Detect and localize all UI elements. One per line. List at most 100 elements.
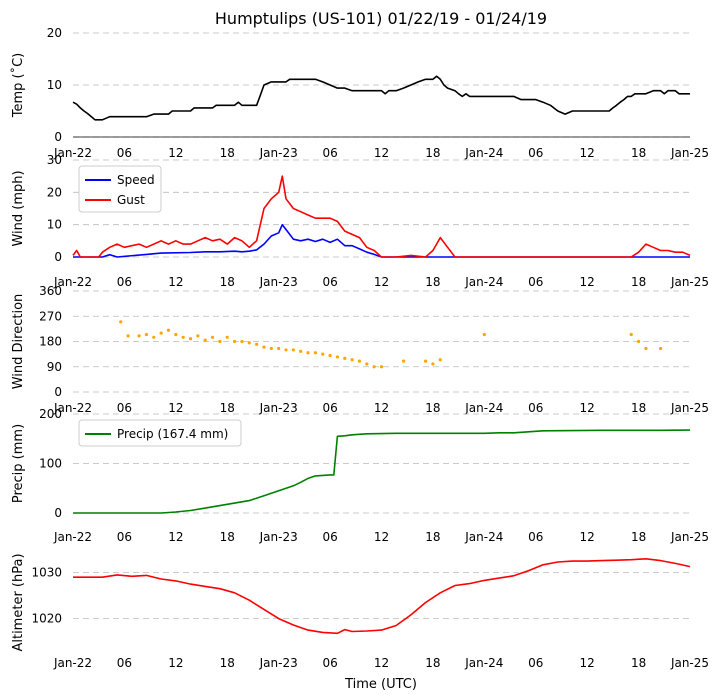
data-point	[350, 358, 354, 362]
x-tick-label: 18	[220, 401, 235, 415]
x-tick-label: 06	[322, 656, 337, 670]
chart-title: Humptulips (US-101) 01/22/19 - 01/24/19	[215, 9, 547, 28]
data-point	[210, 335, 215, 339]
x-tick-label: Jan-25	[670, 656, 709, 670]
x-tick-label: Jan-23	[259, 401, 298, 415]
data-point	[284, 348, 288, 352]
y-tick-label: 0	[54, 385, 62, 399]
x-tick-label: 06	[322, 530, 337, 544]
data-point	[247, 341, 251, 345]
x-tick-label: 06	[528, 656, 543, 670]
x-tick-label: 18	[631, 530, 646, 544]
x-tick-label: 12	[374, 401, 389, 415]
x-tick-label: Jan-25	[670, 401, 709, 415]
x-tick-label: 18	[220, 656, 235, 670]
x-tick-label: 06	[322, 146, 337, 160]
panel-temperature: 0 10 20 Jan-22 06 12 18 Jan-23 06 12 18 Jan-24 06 12 1…	[10, 26, 709, 160]
x-tick-label: Jan-23	[259, 146, 298, 160]
series-line-precip-167-4-mm	[73, 429, 691, 514]
data-point	[335, 355, 340, 359]
y-tick-label: 200	[39, 407, 62, 421]
x-tick-label: 18	[425, 530, 440, 544]
x-tick-label: 18	[425, 146, 440, 160]
series-line-altimeter	[73, 557, 691, 635]
y-tick-label: 20	[47, 185, 62, 199]
panel-wind_direction: 0 90 180 270 360 Jan-22 06 12 18 Jan-23 06 12 18 Jan-…	[11, 284, 709, 415]
data-point	[166, 328, 171, 332]
data-point	[644, 346, 648, 351]
data-point	[119, 320, 123, 324]
x-tick-label: 06	[117, 401, 132, 415]
data-point	[365, 362, 369, 366]
x-tick-label: 12	[168, 146, 183, 160]
data-point	[306, 351, 310, 355]
x-tick-label: Jan-25	[670, 275, 709, 289]
x-tick-label: Jan-22	[53, 530, 92, 544]
data-point	[225, 335, 229, 339]
x-tick-label: 12	[374, 146, 389, 160]
data-point	[659, 346, 663, 351]
y-tick-label: 0	[54, 130, 62, 144]
x-tick-label: 06	[117, 275, 132, 289]
x-tick-label: Jan-25	[670, 530, 709, 544]
y-tick-label: 100	[39, 457, 62, 471]
x-tick-label: 12	[580, 401, 595, 415]
data-point	[262, 345, 266, 349]
x-tick-label: 12	[168, 401, 183, 415]
x-tick-label: 18	[631, 146, 646, 160]
x-tick-label: 12	[580, 530, 595, 544]
data-point	[629, 332, 633, 337]
x-tick-label: 18	[425, 275, 440, 289]
x-tick-label: 18	[220, 146, 235, 160]
x-tick-label: 12	[580, 275, 595, 289]
x-tick-label: 12	[374, 656, 389, 670]
x-tick-label: Jan-24	[464, 656, 503, 670]
x-tick-label: Jan-25	[670, 146, 709, 160]
data-point	[431, 362, 435, 366]
y-tick-label: 0	[54, 506, 62, 520]
data-point	[174, 332, 178, 337]
y-tick-label: 30	[47, 153, 62, 167]
y-axis-label: Altimeter (hPa)	[11, 553, 26, 651]
x-tick-label: 06	[117, 656, 132, 670]
x-tick-label: 12	[580, 146, 595, 160]
series-direction	[119, 320, 663, 369]
y-tick-label: 10	[47, 218, 62, 232]
data-point	[277, 346, 281, 351]
data-point	[401, 359, 406, 363]
data-point	[438, 358, 442, 362]
x-tick-label: 06	[117, 146, 132, 160]
x-axis-label: Time (UTC)	[344, 677, 417, 692]
data-point	[372, 365, 376, 369]
y-axis-label: Wind Direction	[11, 294, 26, 390]
panel-wind: 0 10 20 30 Jan-22 06 12 18 Jan-23 06 12 18 Jan-24 06 1…	[11, 153, 709, 289]
y-tick-label: 90	[47, 360, 62, 374]
series-line-gust	[72, 175, 691, 258]
x-tick-label: Jan-23	[259, 530, 298, 544]
x-tick-label: Jan-24	[464, 530, 503, 544]
y-tick-label: 360	[39, 284, 62, 298]
x-tick-label: Jan-22	[53, 146, 92, 160]
x-tick-label: Jan-23	[259, 656, 298, 670]
x-tick-label: 18	[631, 656, 646, 670]
legend: Speed Gust	[78, 165, 162, 213]
chart-panels: 0 10 20 Jan-22 06 12 18 Jan-23 06 12 18 Jan-24 06 12 1…	[10, 26, 709, 670]
legend-box	[78, 419, 242, 447]
x-tick-label: 18	[631, 275, 646, 289]
x-tick-label: 18	[631, 401, 646, 415]
y-axis-label: Precip (mm)	[11, 424, 26, 503]
x-tick-label: Jan-22	[53, 275, 92, 289]
y-tick-label: 10	[47, 78, 62, 92]
x-tick-label: 18	[425, 401, 440, 415]
data-point	[255, 342, 259, 346]
y-axis-label: Wind (mph)	[11, 170, 26, 246]
data-point	[357, 359, 362, 363]
legend-label: Precip (167.4 mm)	[117, 427, 228, 441]
data-point	[636, 339, 641, 344]
legend-label: Speed	[117, 173, 155, 187]
y-tick-label: 270	[39, 309, 62, 323]
data-point	[313, 351, 317, 355]
data-point	[218, 339, 222, 344]
data-point	[328, 353, 332, 358]
